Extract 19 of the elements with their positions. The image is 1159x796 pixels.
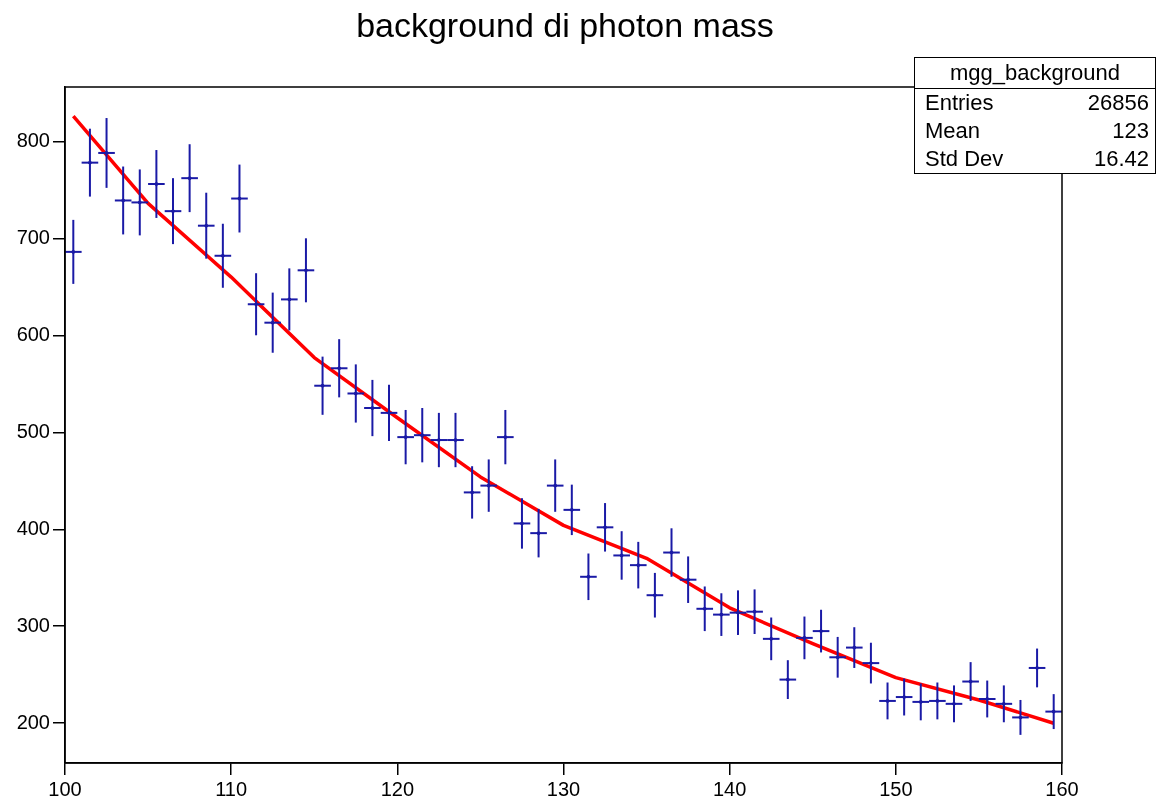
text: Entries 26856 [925,90,1149,115]
y-tick-label: 800 [16,128,50,151]
x-tick-label: 160 [1045,777,1079,796]
text: Std Dev 16.42 [925,146,1149,171]
y-tick-label: 700 [16,225,50,248]
y-tick-label: 400 [16,516,50,539]
x-tick-label: 150 [879,777,913,796]
x-tick-label: 120 [380,777,415,796]
y-tick-label: 500 [16,419,50,442]
x-tick-label: 110 [215,777,248,796]
text: mgg_background [915,58,1155,89]
x-tick-label: 100 [48,777,82,796]
y-tick-label: 600 [16,322,50,345]
x-tick-label: 130 [546,777,581,796]
chart-title: background di photon mass [355,6,775,45]
x-tick-label: 140 [712,777,747,796]
y-tick-label: 200 [16,710,50,733]
text: Mean 123 [925,118,1149,143]
y-tick-label: 300 [16,613,50,636]
